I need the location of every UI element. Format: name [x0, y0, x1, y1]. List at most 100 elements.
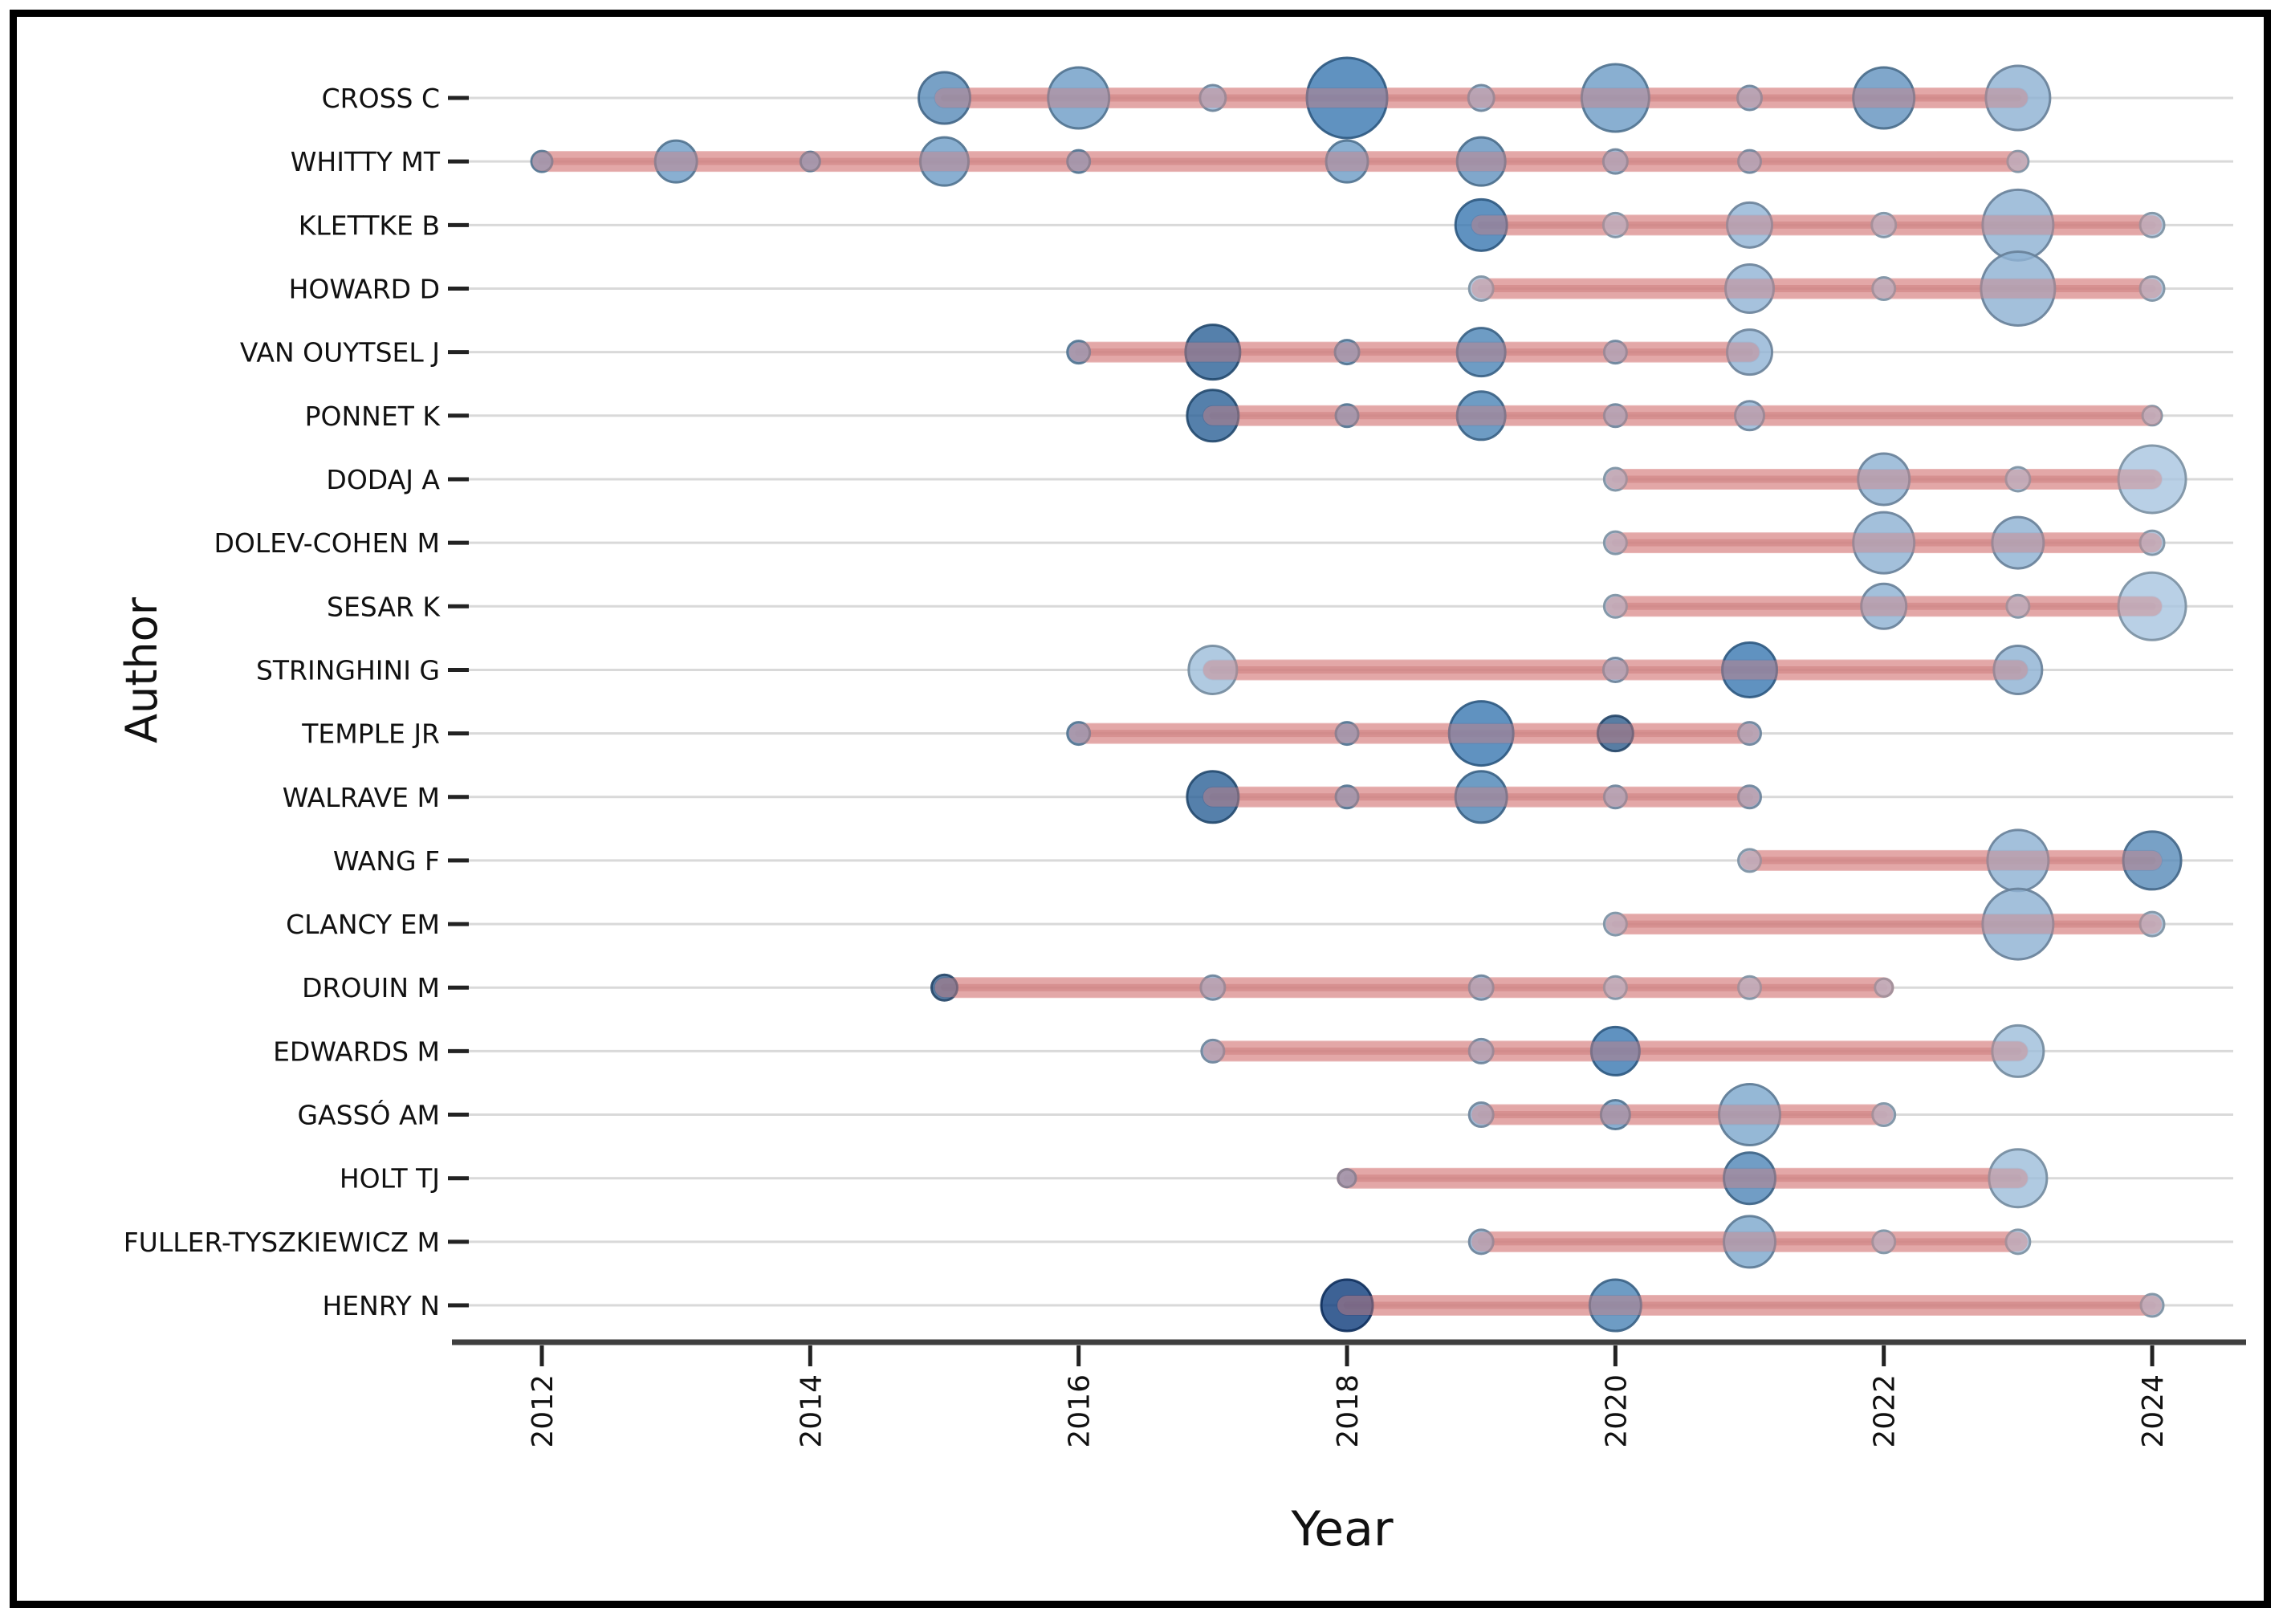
publication-bubble-temple-jr-2016 [1066, 721, 1092, 747]
publication-bubble-van-ouytsel-j-2017 [1184, 324, 1242, 381]
author-label: HOLT TJ [340, 1163, 440, 1195]
publication-bubble-van-ouytsel-j-2018 [1333, 339, 1361, 366]
publication-bubble-stringhini-g-2017 [1187, 644, 1239, 695]
x-axis-title: Year [1290, 1501, 1393, 1557]
publication-bubble-sesar-k-2022 [1860, 582, 1908, 630]
publication-bubble-fuller-tyszkiewicz-m-2023 [2004, 1228, 2032, 1256]
publication-bubble-ponnet-k-2019 [1455, 390, 1507, 442]
publication-bubble-howard-d-2021 [1724, 263, 1776, 314]
author-label: VAN OUYTSEL J [240, 337, 440, 368]
publication-bubble-temple-jr-2020 [1596, 714, 1634, 753]
x-tick-label-2016: 2016 [1064, 1374, 1097, 1448]
publication-bubble-klettke-b-2020 [1601, 211, 1629, 238]
author-label: SESAR K [327, 591, 441, 622]
publication-bubble-howard-d-2023 [1980, 250, 2057, 327]
publication-bubble-van-ouytsel-j-2020 [1602, 340, 1628, 365]
publication-bubble-whitty-mt-2014 [799, 150, 821, 173]
publication-bubble-wang-f-2024 [2122, 830, 2183, 891]
publication-bubble-dodaj-a-2023 [2004, 466, 2032, 493]
author-label: KLETTKE B [299, 210, 440, 241]
author-label: FULLER-TYSZKIEWICZ M [124, 1227, 440, 1258]
publication-bubble-cross-c-2022 [1852, 66, 1916, 130]
publication-bubble-cross-c-2016 [1047, 66, 1111, 130]
publication-bubble-howard-d-2024 [2138, 275, 2166, 302]
x-tick-label-2024: 2024 [2137, 1374, 2170, 1448]
author-label: HENRY N [322, 1290, 440, 1321]
publication-bubble-dodaj-a-2020 [1602, 466, 1628, 492]
author-label: CROSS C [322, 83, 440, 114]
publication-bubble-ponnet-k-2017 [1186, 389, 1240, 443]
publication-bubble-dolev-cohen-m-2020 [1602, 530, 1628, 556]
publication-bubble-temple-jr-2021 [1737, 721, 1763, 747]
publication-bubble-gass-am-2021 [1718, 1083, 1782, 1147]
author-label: PONNET K [305, 401, 442, 432]
author-label: DROUIN M [302, 972, 440, 1003]
publication-bubble-whitty-mt-2018 [1325, 139, 1369, 184]
publication-bubble-klettke-b-2019 [1454, 197, 1508, 252]
publication-bubble-walrave-m-2018 [1334, 784, 1360, 810]
publication-bubble-sesar-k-2023 [2005, 593, 2031, 619]
publication-bubble-cross-c-2019 [1467, 83, 1496, 112]
publication-bubble-ponnet-k-2024 [2141, 405, 2163, 427]
publication-bubble-gass-am-2022 [1871, 1102, 1897, 1128]
publication-bubble-whitty-mt-2019 [1455, 136, 1507, 187]
publication-bubble-drouin-m-2022 [1874, 977, 1894, 998]
publication-bubble-wang-f-2021 [1737, 848, 1763, 873]
x-tick-label-2012: 2012 [527, 1374, 560, 1448]
author-label: GASSÓ AM [297, 1099, 440, 1131]
publication-bubble-whitty-mt-2016 [1066, 149, 1092, 174]
publication-bubble-fuller-tyszkiewicz-m-2019 [1467, 1228, 1495, 1256]
publication-bubble-temple-jr-2018 [1334, 721, 1360, 747]
publication-bubble-van-ouytsel-j-2019 [1455, 327, 1507, 378]
publication-bubble-dolev-cohen-m-2024 [2138, 529, 2166, 556]
publication-bubble-klettke-b-2022 [1870, 211, 1898, 238]
publication-bubble-whitty-mt-2023 [2006, 149, 2030, 173]
publication-bubble-drouin-m-2021 [1737, 975, 1763, 1000]
x-tick-label-2022: 2022 [1869, 1374, 1902, 1448]
publication-bubble-edwards-m-2023 [1991, 1024, 2045, 1078]
publication-bubble-cross-c-2017 [1198, 83, 1227, 112]
publication-bubble-holt-tj-2023 [1988, 1148, 2049, 1209]
publication-bubble-gass-am-2020 [1599, 1099, 1631, 1131]
publication-bubble-whitty-mt-2012 [530, 149, 554, 173]
publication-bubble-cross-c-2021 [1736, 84, 1764, 112]
publication-bubble-clancy-em-2024 [2138, 910, 2166, 938]
publication-bubble-edwards-m-2019 [1467, 1037, 1495, 1064]
publication-bubble-walrave-m-2017 [1186, 770, 1240, 824]
publication-bubble-gass-am-2019 [1467, 1101, 1495, 1129]
x-tick-label-2014: 2014 [795, 1374, 828, 1448]
publication-bubble-edwards-m-2017 [1200, 1038, 1226, 1064]
publication-bubble-klettke-b-2021 [1726, 201, 1774, 249]
publication-bubble-whitty-mt-2020 [1601, 148, 1629, 175]
publication-bubble-dolev-cohen-m-2023 [1991, 515, 2045, 570]
publication-bubble-holt-tj-2018 [1337, 1168, 1357, 1189]
y-axis-title: Author [116, 596, 167, 743]
author-label: WALRAVE M [283, 782, 440, 813]
publication-bubble-van-ouytsel-j-2016 [1066, 340, 1092, 365]
publication-bubble-drouin-m-2020 [1602, 975, 1628, 1000]
publication-bubble-temple-jr-2019 [1447, 700, 1515, 767]
publication-bubble-van-ouytsel-j-2021 [1726, 328, 1774, 376]
x-tick-label-2018: 2018 [1332, 1374, 1365, 1448]
publication-bubble-cross-c-2018 [1305, 56, 1389, 140]
publication-bubble-edwards-m-2020 [1589, 1025, 1641, 1077]
publication-bubble-drouin-m-2015 [930, 973, 959, 1002]
x-tick-label-2020: 2020 [1600, 1374, 1633, 1448]
publication-bubble-whitty-mt-2013 [653, 139, 698, 184]
author-label: STRINGHINI G [256, 654, 440, 686]
publication-bubble-ponnet-k-2021 [1734, 400, 1766, 432]
author-label: WANG F [333, 845, 440, 877]
publication-bubble-ponnet-k-2020 [1602, 403, 1628, 429]
publication-bubble-sesar-k-2020 [1602, 593, 1628, 619]
author-label: TEMPLE JR [301, 718, 440, 750]
publication-bubble-holt-tj-2021 [1723, 1151, 1777, 1206]
author-label: WHITTY MT [291, 146, 441, 177]
publication-bubble-drouin-m-2019 [1467, 974, 1495, 1001]
publication-bubble-henry-n-2024 [2139, 1292, 2165, 1318]
publication-bubble-clancy-em-2020 [1602, 911, 1628, 937]
publication-bubble-dolev-cohen-m-2022 [1852, 511, 1916, 575]
author-label: CLANCY EM [286, 909, 440, 940]
publication-bubble-whitty-mt-2021 [1737, 149, 1763, 174]
publication-bubble-stringhini-g-2021 [1721, 641, 1779, 698]
